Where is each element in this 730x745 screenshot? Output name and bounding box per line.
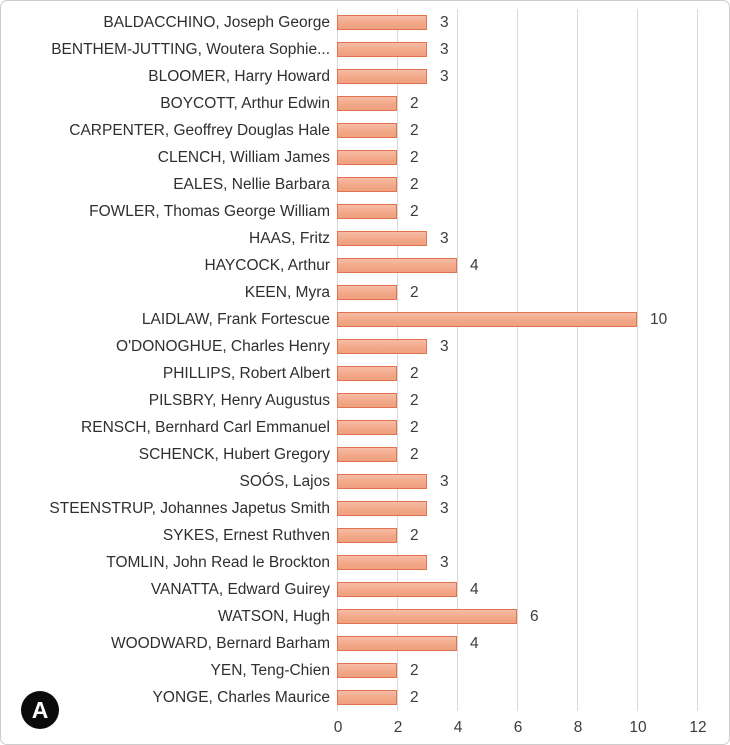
value-label: 3	[440, 500, 449, 517]
value-label: 3	[440, 41, 449, 58]
category-label: HAAS, Fritz	[249, 230, 330, 247]
bar	[337, 366, 397, 381]
bar	[337, 609, 517, 624]
value-label: 3	[440, 14, 449, 31]
panel-label: A	[31, 696, 49, 723]
bar	[337, 42, 427, 57]
value-label: 3	[440, 554, 449, 571]
value-label: 3	[440, 338, 449, 355]
bar	[337, 555, 427, 570]
value-label: 3	[440, 68, 449, 85]
gridline-x-12	[697, 9, 698, 711]
x-axis-tick-label: 6	[513, 719, 523, 736]
x-axis-tick-label: 8	[573, 719, 583, 736]
value-label: 3	[440, 230, 449, 247]
bar	[337, 447, 397, 462]
bar	[337, 150, 397, 165]
bar	[337, 663, 397, 678]
category-label: LAIDLAW, Frank Fortescue	[141, 311, 330, 328]
category-label: KEEN, Myra	[244, 284, 330, 301]
x-axis-tick-label: 0	[333, 719, 343, 736]
gridline-x-2	[397, 9, 398, 711]
bar	[337, 636, 457, 651]
category-label: WATSON, Hugh	[218, 608, 330, 625]
value-label: 2	[410, 527, 419, 544]
category-label: PHILLIPS, Robert Albert	[162, 365, 330, 382]
category-label: VANATTA, Edward Guirey	[150, 581, 330, 598]
value-label: 4	[470, 635, 479, 652]
value-label: 3	[440, 473, 449, 490]
bar	[337, 285, 397, 300]
bar	[337, 690, 397, 705]
bar	[337, 528, 397, 543]
bar	[337, 393, 397, 408]
bar	[337, 420, 397, 435]
bar	[337, 474, 427, 489]
value-label: 2	[410, 95, 419, 112]
value-label: 4	[470, 581, 479, 598]
value-label: 2	[410, 176, 419, 193]
value-label: 2	[410, 203, 419, 220]
gridline-x-0	[337, 9, 338, 711]
category-label: CLENCH, William James	[157, 149, 330, 166]
gridline-x-6	[517, 9, 518, 711]
category-label: BLOOMER, Harry Howard	[148, 68, 330, 85]
value-label: 6	[530, 608, 539, 625]
category-label: EALES, Nellie Barbara	[173, 176, 330, 193]
bar	[337, 69, 427, 84]
bar	[337, 339, 427, 354]
value-label: 2	[410, 446, 419, 463]
value-label: 10	[650, 311, 668, 328]
gridline-x-4	[457, 9, 458, 711]
category-label: BALDACCHINO, Joseph George	[103, 14, 330, 31]
category-label: SOÓS, Lajos	[239, 473, 330, 490]
bar	[337, 96, 397, 111]
value-label: 2	[410, 122, 419, 139]
x-axis-tick-label: 12	[689, 719, 707, 736]
category-label: YEN, Teng-Chien	[210, 662, 330, 679]
value-label: 2	[410, 419, 419, 436]
category-label: PILSBRY, Henry Augustus	[148, 392, 330, 409]
category-label: SCHENCK, Hubert Gregory	[138, 446, 330, 463]
x-axis-tick-label: 4	[453, 719, 463, 736]
x-axis-tick-label: 10	[629, 719, 647, 736]
category-label: WOODWARD, Bernard Barham	[110, 635, 330, 652]
value-label: 2	[410, 662, 419, 679]
category-label: YONGE, Charles Maurice	[152, 689, 330, 706]
value-label: 4	[470, 257, 479, 274]
category-label: O'DONOGHUE, Charles Henry	[116, 338, 330, 355]
bar	[337, 123, 397, 138]
value-label: 2	[410, 149, 419, 166]
category-label: SYKES, Ernest Ruthven	[162, 527, 330, 544]
category-label: CARPENTER, Geoffrey Douglas Hale	[69, 122, 330, 139]
bar	[337, 582, 457, 597]
category-label: BENTHEM-JUTTING, Woutera Sophie...	[51, 41, 330, 58]
gridline-x-10	[637, 9, 638, 711]
category-label: RENSCH, Bernhard Carl Emmanuel	[81, 419, 330, 436]
value-label: 2	[410, 284, 419, 301]
bar	[337, 204, 397, 219]
category-label: HAYCOCK, Arthur	[204, 257, 330, 274]
panel-label-badge: A	[21, 691, 59, 729]
bar	[337, 231, 427, 246]
category-label: BOYCOTT, Arthur Edwin	[160, 95, 330, 112]
value-label: 2	[410, 392, 419, 409]
category-label: FOWLER, Thomas George William	[89, 203, 330, 220]
bar	[337, 15, 427, 30]
bar	[337, 258, 457, 273]
value-label: 2	[410, 689, 419, 706]
gridline-x-8	[577, 9, 578, 711]
category-label: TOMLIN, John Read le Brockton	[106, 554, 330, 571]
value-label: 2	[410, 365, 419, 382]
x-axis-tick-label: 2	[393, 719, 403, 736]
bar	[337, 177, 397, 192]
category-label: STEENSTRUP, Johannes Japetus Smith	[49, 500, 330, 517]
bar	[337, 501, 427, 516]
bar	[337, 312, 637, 327]
